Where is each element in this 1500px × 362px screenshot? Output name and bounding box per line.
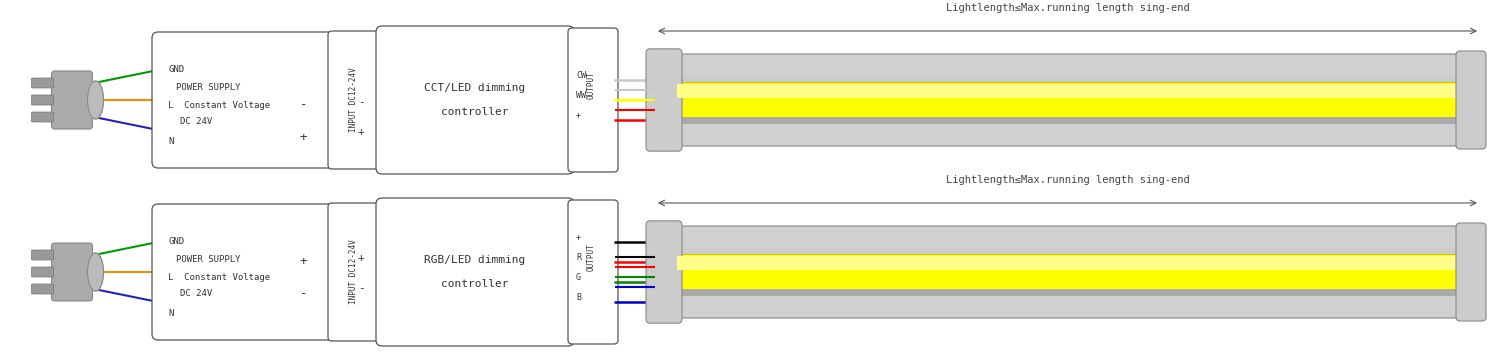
Text: GND: GND [168,237,184,247]
FancyBboxPatch shape [376,198,574,346]
FancyBboxPatch shape [152,32,334,168]
Text: POWER SUPPLY: POWER SUPPLY [176,84,240,93]
Text: L  Constant Voltage: L Constant Voltage [168,101,270,109]
FancyBboxPatch shape [32,250,54,260]
Text: INPUT DC12-24V: INPUT DC12-24V [348,68,357,132]
Text: controller: controller [441,279,509,289]
Text: R: R [576,253,580,262]
Text: +: + [300,256,307,269]
Text: +: + [300,131,307,144]
Text: Lightlength≤Max.running length sing-end: Lightlength≤Max.running length sing-end [945,3,1190,13]
FancyBboxPatch shape [32,78,54,88]
FancyBboxPatch shape [568,28,618,172]
Text: INPUT DC12-24V: INPUT DC12-24V [348,240,357,304]
Ellipse shape [87,81,104,119]
FancyBboxPatch shape [568,200,618,344]
Bar [676,81,1462,118]
Text: DC 24V: DC 24V [180,290,213,299]
FancyBboxPatch shape [32,112,54,122]
FancyBboxPatch shape [664,226,1485,318]
FancyBboxPatch shape [646,221,682,323]
Text: N: N [168,310,174,319]
Bar [676,117,1462,125]
Text: -: - [358,283,364,293]
Text: +: + [576,111,580,121]
FancyBboxPatch shape [51,71,93,129]
Bar [676,84,1462,98]
Bar [676,256,1462,270]
Text: RGB/LED dimming: RGB/LED dimming [424,255,525,265]
Text: +: + [358,253,364,263]
Text: +: + [576,233,580,243]
Bar [676,248,1462,253]
FancyBboxPatch shape [328,203,382,341]
Text: CW: CW [576,72,586,80]
Bar [676,290,1462,296]
FancyBboxPatch shape [664,54,1485,146]
Text: WW: WW [576,92,586,101]
Text: -: - [358,97,364,107]
FancyBboxPatch shape [1456,223,1486,321]
FancyBboxPatch shape [152,204,334,340]
Text: controller: controller [441,107,509,117]
Text: GND: GND [168,66,184,75]
Bar [676,76,1462,81]
FancyBboxPatch shape [32,284,54,294]
Text: +: + [358,127,364,137]
FancyBboxPatch shape [328,31,382,169]
FancyBboxPatch shape [51,243,93,301]
Bar [676,253,1462,290]
Text: L  Constant Voltage: L Constant Voltage [168,273,270,282]
Text: OUTPUT: OUTPUT [586,243,596,271]
Text: Lightlength≤Max.running length sing-end: Lightlength≤Max.running length sing-end [945,175,1190,185]
FancyBboxPatch shape [376,26,574,174]
Text: DC 24V: DC 24V [180,118,213,126]
Ellipse shape [87,253,104,291]
Text: N: N [168,138,174,147]
Text: -: - [300,287,307,300]
Text: -: - [300,98,307,111]
Text: OUTPUT: OUTPUT [586,71,596,99]
Text: POWER SUPPLY: POWER SUPPLY [176,256,240,265]
FancyBboxPatch shape [32,267,54,277]
FancyBboxPatch shape [646,49,682,151]
FancyBboxPatch shape [1456,51,1486,149]
Text: G: G [576,274,580,282]
Text: CCT/LED dimming: CCT/LED dimming [424,83,525,93]
FancyBboxPatch shape [32,95,54,105]
Text: B: B [576,294,580,303]
